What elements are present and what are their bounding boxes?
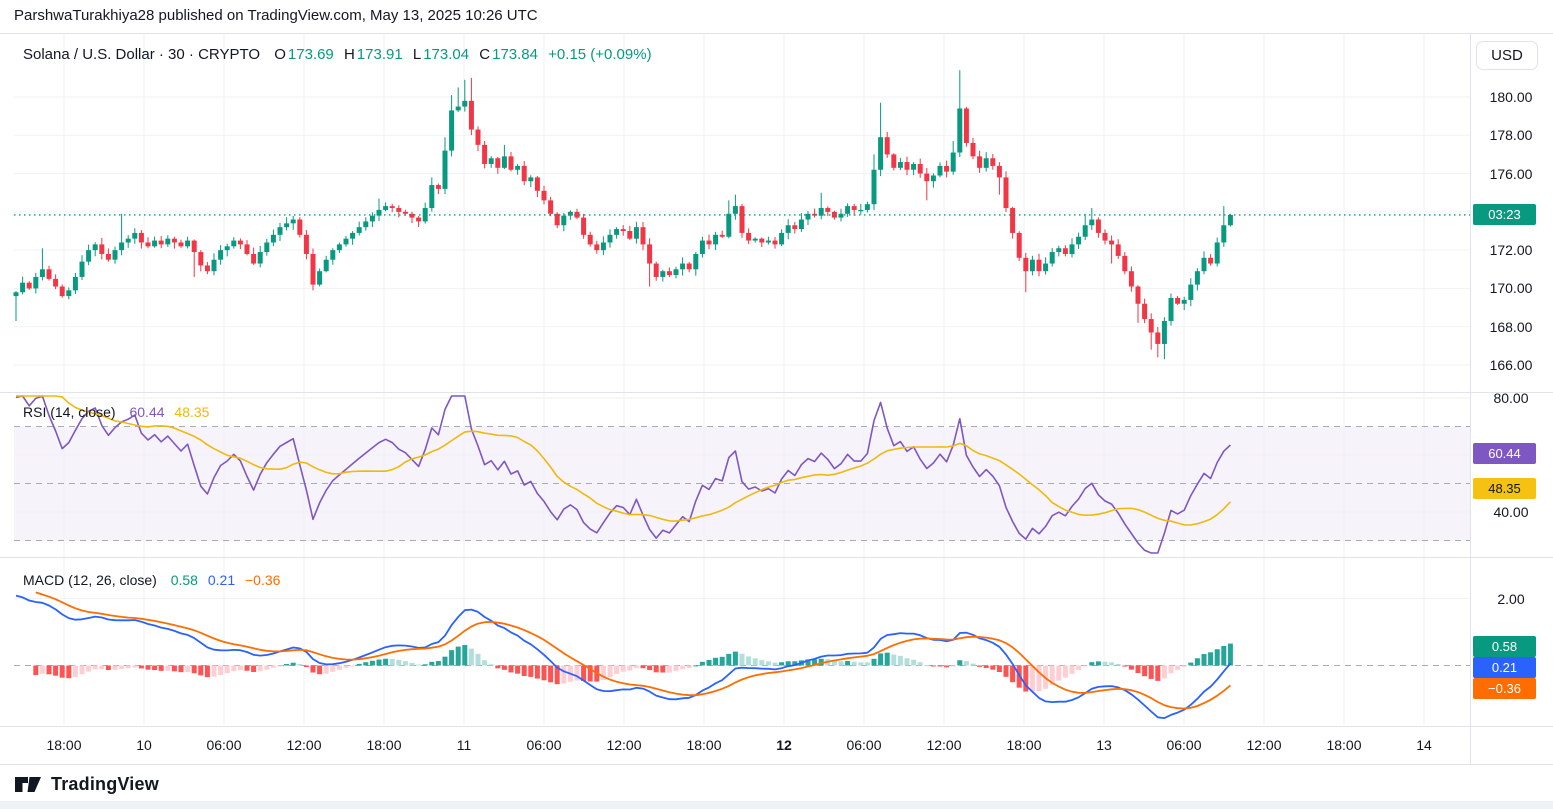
macd-signal-badge: −0.36	[1473, 677, 1536, 699]
time-axis-label: 18:00	[1326, 737, 1362, 753]
tradingview-logo[interactable]: TradingView	[13, 772, 159, 796]
price-change: +0.15 (+0.09%)	[548, 46, 652, 63]
high-value: 173.91	[356, 46, 403, 63]
pane-separator	[0, 33, 1553, 34]
rsi-legend: RSI (14, close) 60.44 48.35	[23, 404, 209, 420]
price-axis-label: 170.00	[1489, 280, 1533, 297]
candlesticks	[13, 70, 1233, 360]
price-axis-label: 166.00	[1489, 357, 1533, 373]
rsi-ma-badge: 48.35	[1473, 477, 1536, 499]
price-scale-separator	[1470, 33, 1471, 764]
rsi-label: RSI (14, close)	[23, 404, 116, 420]
rsi-ma-value: 48.35	[174, 404, 210, 420]
close-value: 173.84	[492, 46, 538, 63]
time-axis-label: 10	[136, 737, 152, 753]
bottom-strip	[0, 801, 1553, 809]
macd-hist-value: 0.58	[170, 572, 198, 588]
high-label: H	[343, 46, 355, 63]
time-axis-label: 18:00	[686, 737, 722, 753]
macd-line	[15, 594, 1232, 719]
time-axis-label: 18:00	[366, 737, 402, 753]
countdown-badge: 03:23	[1473, 204, 1536, 226]
rsi-value-badge: 60.44	[1473, 443, 1536, 465]
time-axis-label: 12	[776, 737, 792, 753]
rsi-ma-line	[16, 395, 1231, 526]
macd-signal-line	[35, 591, 1231, 710]
tradingview-logo-icon	[15, 777, 41, 792]
tradingview-logo-text: TradingView	[51, 773, 159, 794]
time-axis-label: 12:00	[926, 737, 962, 753]
price-axis-label: 176.00	[1489, 165, 1533, 182]
published-info: ParshwaTurakhiya28 published on TradingV…	[14, 7, 538, 24]
time-axis-label: 12:00	[606, 737, 642, 753]
price-axis-label: 80.00	[1493, 390, 1529, 406]
price-axis-label: 172.00	[1489, 242, 1533, 259]
time-axis-label: 06:00	[846, 737, 882, 753]
time-axis-label: 13	[1096, 737, 1112, 753]
time-axis-label: 18:00	[1006, 737, 1042, 753]
price-axis-label: 178.00	[1489, 127, 1533, 144]
open-value: 173.69	[287, 46, 334, 63]
time-axis-label: 14	[1416, 737, 1432, 753]
rsi-value: 60.44	[129, 404, 165, 420]
pane-separator	[0, 726, 1553, 727]
time-axis-label: 12:00	[1246, 737, 1282, 753]
currency-button[interactable]: USD	[1476, 41, 1538, 70]
macd-hist-badge: 0.58	[1473, 635, 1536, 657]
close-label: C	[479, 46, 491, 63]
symbol-legend: Solana / U.S. Dollar · 30 · CRYPTO O 173.…	[23, 46, 652, 63]
pane-separator	[0, 557, 1553, 558]
macd-signal-value: −0.36	[245, 572, 281, 588]
time-axis-label: 06:00	[206, 737, 242, 753]
macd-line-value: 0.21	[207, 572, 236, 588]
price-axis-label: 180.00	[1489, 89, 1533, 105]
time-axis-label: 06:00	[526, 737, 562, 753]
macd-label: MACD (12, 26, close)	[23, 572, 157, 588]
grid	[14, 34, 1470, 725]
time-axis-label: 11	[456, 737, 472, 753]
price-axis-label: 2.00	[1497, 590, 1525, 607]
pane-separator	[0, 392, 1553, 393]
open-label: O	[274, 46, 286, 63]
pane-separator	[0, 764, 1553, 765]
macd-line-badge: 0.21	[1473, 656, 1536, 678]
low-label: L	[412, 46, 422, 63]
time-axis-label: 12:00	[286, 737, 322, 753]
time-axis-label: 18:00	[46, 737, 82, 753]
symbol-title: Solana / U.S. Dollar · 30 · CRYPTO	[23, 46, 261, 63]
price-axis-label: 168.00	[1489, 318, 1533, 335]
time-axis-label: 06:00	[1166, 737, 1202, 753]
price-axis-label: 40.00	[1493, 504, 1529, 520]
published-bar: ParshwaTurakhiya28 published on TradingV…	[0, 0, 1553, 33]
macd-legend: MACD (12, 26, close) 0.58 0.21 −0.36	[23, 572, 280, 588]
low-value: 173.04	[423, 46, 470, 63]
rsi-line	[15, 395, 1231, 554]
